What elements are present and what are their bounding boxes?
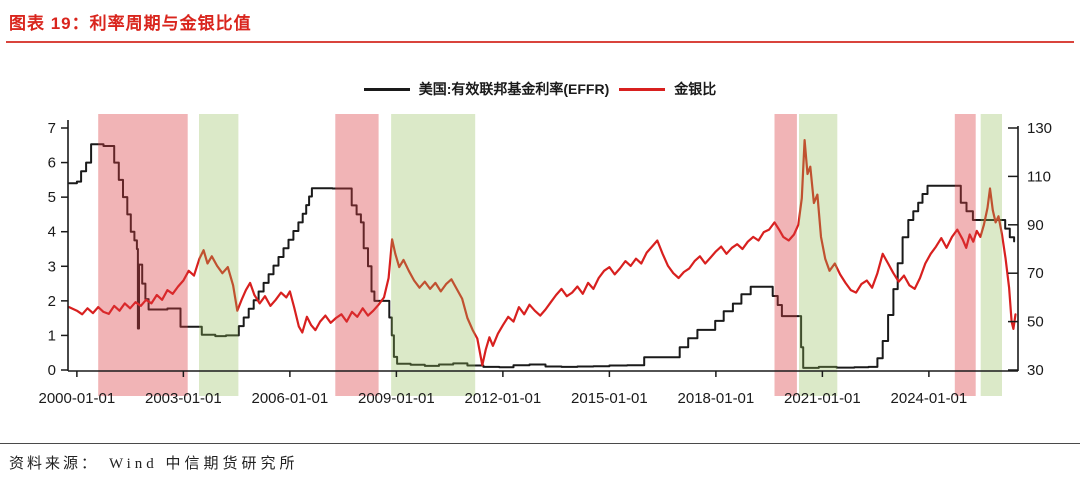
gold-silver-line-swatch <box>619 87 666 91</box>
y-left-tick-label: 4 <box>48 224 56 241</box>
source-text: Wind 中信期货研究所 <box>109 456 299 472</box>
source-note: 资料来源： Wind 中信期货研究所 <box>9 452 299 473</box>
series-line-effr <box>68 143 1016 369</box>
effr-line-swatch <box>363 87 410 91</box>
x-tick-label: 2024-01-01 <box>891 390 968 407</box>
y-right-tick-label: 30 <box>1027 362 1044 379</box>
y-right-tick-label: 50 <box>1027 314 1044 331</box>
cycle-band-trough <box>799 114 838 396</box>
chart-legend: 美国:有效联邦基金利率(EFFR) 金银比 <box>0 79 1080 99</box>
legend-item-gold-silver-ratio: 金银比 <box>619 79 716 99</box>
chart-title: 图表 19：利率周期与金银比值 <box>9 14 252 33</box>
legend-label-gold-silver-ratio: 金银比 <box>674 81 717 97</box>
y-left-tick-label: 0 <box>48 362 56 379</box>
legend-item-effr: 美国:有效联邦基金利率(EFFR) <box>363 79 610 99</box>
y-right-tick-label: 130 <box>1027 120 1052 137</box>
y-left-tick-label: 5 <box>48 189 56 206</box>
x-tick-label: 2018-01-01 <box>678 390 755 407</box>
y-right-tick-label: 110 <box>1027 168 1051 185</box>
x-tick-label: 2009-01-01 <box>358 390 435 407</box>
title-divider <box>6 41 1074 43</box>
chart-canvas: 0 1 2 3 4 5 6 7 30 50 70 90 110 130 2000-01-01 2003-01-… <box>39 114 1052 407</box>
cycle-band-trough <box>391 114 476 396</box>
x-tick-label: 2003-01-01 <box>145 390 222 407</box>
x-tick-label: 2012-01-01 <box>465 390 542 407</box>
cycle-band-cut <box>335 114 379 396</box>
cycle-band-cut <box>98 114 188 396</box>
x-tick-label: 2021-01-01 <box>784 390 861 407</box>
y-left-tick-label: 1 <box>48 327 56 344</box>
footer-divider <box>0 443 1080 444</box>
x-tick-label: 2006-01-01 <box>252 390 329 407</box>
x-tick-label: 2000-01-01 <box>39 390 116 407</box>
cycle-band-trough <box>980 114 1002 396</box>
y-left-tick-label: 2 <box>48 293 56 310</box>
source-label: 资料来源： <box>9 456 100 472</box>
x-tick-label: 2015-01-01 <box>571 390 648 407</box>
cycle-band-cut <box>954 114 976 396</box>
cycle-band-cut <box>774 114 797 396</box>
legend-label-effr: 美国:有效联邦基金利率(EFFR) <box>418 81 610 97</box>
y-right-tick-label: 90 <box>1027 217 1044 234</box>
y-right-tick-label: 70 <box>1027 265 1044 282</box>
cycle-band-trough <box>199 114 239 396</box>
y-left-tick-label: 7 <box>48 120 56 137</box>
y-left-tick-label: 6 <box>48 155 56 172</box>
series-line-gold-silver-ratio <box>68 139 1017 367</box>
y-left-tick-label: 3 <box>48 258 56 275</box>
